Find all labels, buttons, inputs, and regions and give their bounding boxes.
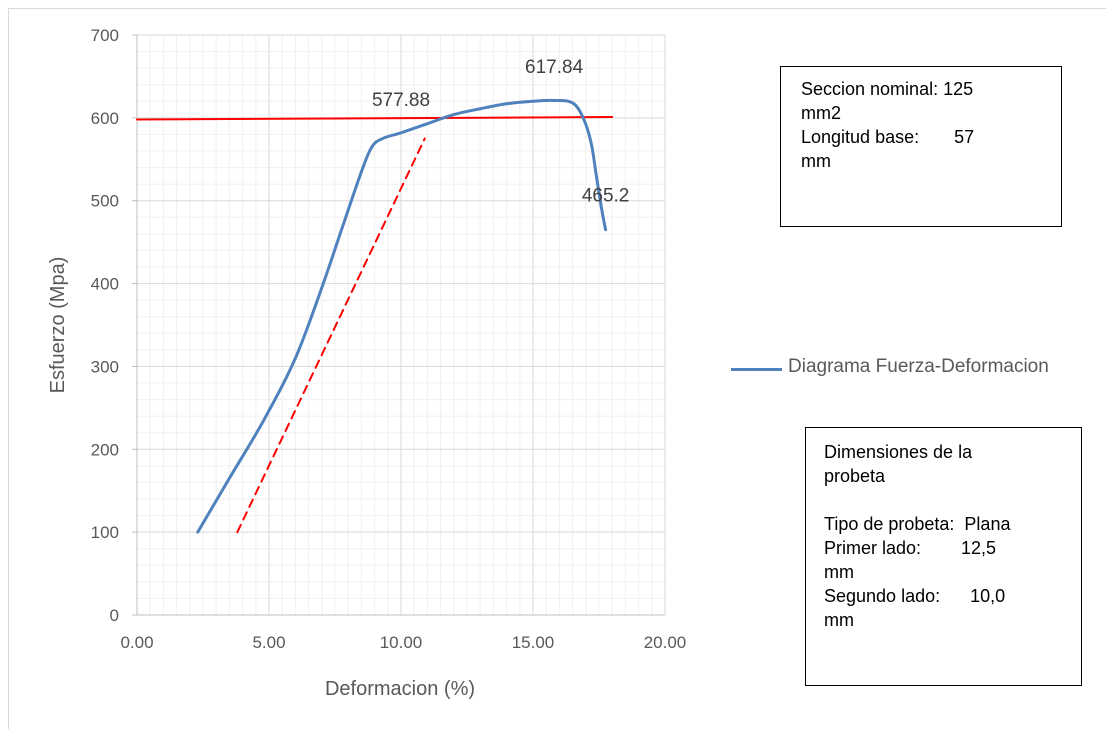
- y-tick-label: 400: [91, 275, 119, 294]
- series-line-diagrama: [196, 98, 608, 534]
- legend-label: Diagrama Fuerza-Deformacion: [788, 356, 1049, 377]
- tick-labels: 0.00 5.00 10.00 15.00 20.00 0 100 200 300 400 500 6…: [91, 26, 687, 652]
- specimen-dimensions-box: Dimensiones de la probeta Tipo de probet…: [805, 427, 1082, 686]
- yield-reference-line: [136, 116, 614, 121]
- box2-line3: Tipo de probeta: Plana: [824, 514, 1011, 534]
- legend-line-swatch: [731, 368, 782, 371]
- data-label: 465.2: [582, 186, 630, 207]
- x-tick-label: 10.00: [380, 633, 423, 652]
- x-tick-label: 5.00: [252, 633, 285, 652]
- box2-line1: Dimensiones de la: [824, 442, 973, 462]
- y-tick-label: 100: [91, 523, 119, 542]
- box2-line6: Segundo lado: 10,0: [824, 586, 1006, 606]
- x-tick-label: 15.00: [512, 633, 555, 652]
- specimen-section-box: Seccion nominal: 125 mm2 Longitud base: …: [780, 66, 1062, 227]
- x-axis-title: Deformacion (%): [325, 678, 475, 700]
- box2-line4: Primer lado: 12,5: [824, 538, 997, 558]
- series-layer: [136, 98, 614, 534]
- axes: [132, 34, 665, 616]
- box1-line2: mm2: [801, 103, 841, 123]
- offset-line-dashed: [236, 137, 426, 534]
- y-tick-label: 700: [91, 26, 119, 45]
- data-label: 617.84: [525, 57, 584, 78]
- y-tick-label: 600: [91, 109, 119, 128]
- y-tick-label: 300: [91, 357, 119, 376]
- box2-line5: mm: [824, 562, 854, 582]
- box2-line7: mm: [824, 610, 854, 630]
- y-tick-label: 0: [110, 606, 119, 625]
- y-tick-label: 500: [91, 192, 119, 211]
- x-tick-label: 0.00: [120, 633, 153, 652]
- box2-line2: probeta: [824, 466, 886, 486]
- y-tick-label: 200: [91, 440, 119, 459]
- box1-line1: Seccion nominal: 125: [801, 79, 974, 99]
- y-axis-title: Esfuerzo (Mpa): [47, 257, 69, 394]
- data-label: 577.88: [372, 90, 430, 111]
- chart-frame: [8, 8, 1106, 729]
- data-labels: 577.88 617.84 465.2: [372, 57, 629, 207]
- x-tick-label: 20.00: [644, 633, 687, 652]
- box2-spacer: [824, 488, 1063, 512]
- box1-line3: Longitud base: 57: [801, 127, 975, 147]
- box1-line4: mm: [801, 151, 831, 171]
